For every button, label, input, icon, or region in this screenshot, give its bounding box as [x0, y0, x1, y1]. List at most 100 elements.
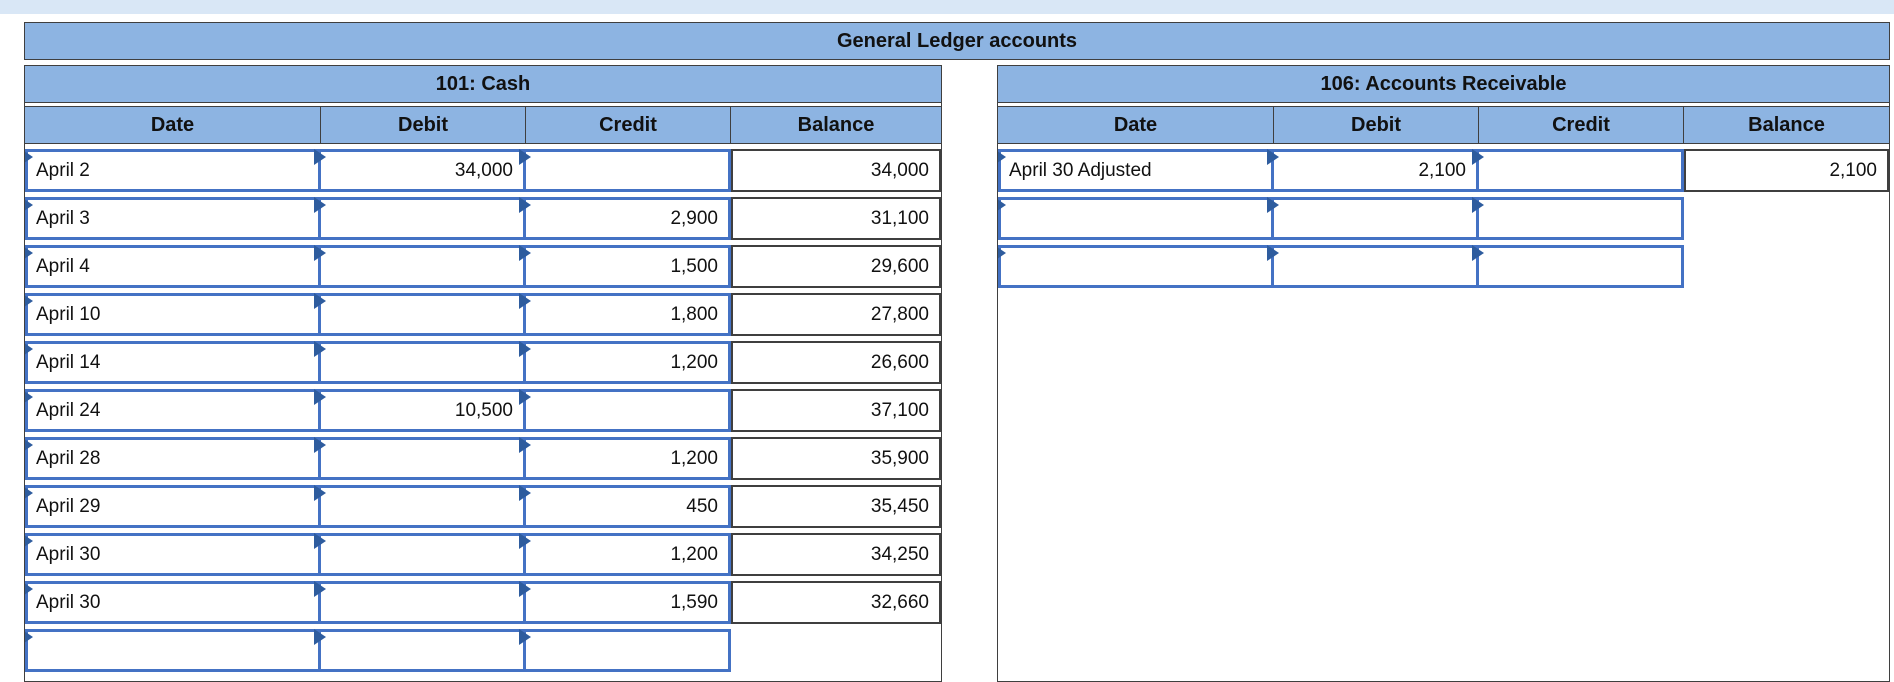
date-value: April 29 — [36, 495, 101, 517]
credit-input-cell[interactable] — [519, 389, 731, 432]
date-value: April 30 Adjusted — [1009, 159, 1152, 181]
debit-input-cell[interactable]: 34,000 — [314, 149, 526, 192]
credit-value: 1,590 — [670, 591, 718, 613]
ledger-row: April 3 2,900 31,100 — [25, 197, 941, 240]
credit-input-cell[interactable]: 1,800 — [519, 293, 731, 336]
debit-input-cell[interactable] — [1267, 197, 1479, 240]
cash-column-headers: Date Debit Credit Balance — [25, 106, 941, 144]
date-value: April 14 — [36, 351, 101, 373]
date-value: April 30 — [36, 591, 101, 613]
balance-cell — [1684, 245, 1889, 288]
date-input-cell[interactable]: April 3 — [25, 197, 321, 240]
ledger-row: April 28 1,200 35,900 — [25, 437, 941, 480]
column-header-credit: Credit — [1479, 107, 1684, 143]
date-input-cell[interactable]: April 14 — [25, 341, 321, 384]
cash-table-title: 101: Cash — [25, 66, 941, 103]
date-value: April 30 — [36, 543, 101, 565]
date-input-cell[interactable]: April 30 — [25, 581, 321, 624]
credit-input-cell[interactable] — [519, 629, 731, 672]
date-input-cell[interactable] — [998, 245, 1274, 288]
balance-cell: 32,660 — [731, 581, 941, 624]
credit-input-cell[interactable]: 1,200 — [519, 533, 731, 576]
credit-input-cell[interactable]: 1,590 — [519, 581, 731, 624]
date-input-cell[interactable]: April 2 — [25, 149, 321, 192]
credit-input-cell[interactable]: 1,200 — [519, 341, 731, 384]
accounts-receivable-ledger-panel: 106: Accounts Receivable Date Debit Cred… — [997, 65, 1890, 682]
debit-input-cell[interactable]: 2,100 — [1267, 149, 1479, 192]
ledger-row: April 10 1,800 27,800 — [25, 293, 941, 336]
balance-cell: 26,600 — [731, 341, 941, 384]
debit-input-cell[interactable]: 10,500 — [314, 389, 526, 432]
credit-value: 1,500 — [670, 255, 718, 277]
credit-input-cell[interactable]: 1,200 — [519, 437, 731, 480]
date-input-cell[interactable]: April 30 Adjusted — [998, 149, 1274, 192]
input-marker-icon — [25, 389, 33, 405]
input-marker-icon — [25, 581, 33, 597]
credit-input-cell[interactable]: 2,900 — [519, 197, 731, 240]
balance-cell: 31,100 — [731, 197, 941, 240]
debit-input-cell[interactable] — [314, 581, 526, 624]
date-input-cell[interactable] — [25, 629, 321, 672]
cash-rows: April 2 34,000 34,000 April 3 2,900 31,1… — [25, 149, 941, 677]
debit-input-cell[interactable] — [1267, 245, 1479, 288]
credit-value: 1,200 — [670, 447, 718, 469]
column-header-debit: Debit — [1274, 107, 1479, 143]
accounts-receivable-column-headers: Date Debit Credit Balance — [998, 106, 1889, 144]
date-input-cell[interactable]: April 29 — [25, 485, 321, 528]
debit-input-cell[interactable] — [314, 197, 526, 240]
date-input-cell[interactable]: April 28 — [25, 437, 321, 480]
debit-input-cell[interactable] — [314, 341, 526, 384]
ledger-row: April 14 1,200 26,600 — [25, 341, 941, 384]
balance-cell: 2,100 — [1684, 149, 1889, 192]
accounts-receivable-panel-empty-area — [998, 293, 1889, 681]
input-marker-icon — [25, 245, 33, 261]
credit-value: 1,200 — [670, 543, 718, 565]
balance-cell: 27,800 — [731, 293, 941, 336]
ledger-row: April 29 450 35,450 — [25, 485, 941, 528]
input-marker-icon — [25, 197, 33, 213]
ledger-row: April 4 1,500 29,600 — [25, 245, 941, 288]
credit-input-cell[interactable]: 1,500 — [519, 245, 731, 288]
credit-value: 2,900 — [670, 207, 718, 229]
input-marker-icon — [25, 533, 33, 549]
column-header-balance: Balance — [1748, 113, 1825, 136]
balance-cell: 35,900 — [731, 437, 941, 480]
credit-input-cell[interactable] — [519, 149, 731, 192]
date-input-cell[interactable] — [998, 197, 1274, 240]
debit-input-cell[interactable] — [314, 245, 526, 288]
ledger-panels: 101: Cash Date Debit Credit Balance Apri… — [24, 65, 1890, 682]
credit-value: 450 — [686, 495, 718, 517]
balance-cell: 34,250 — [731, 533, 941, 576]
input-marker-icon — [25, 149, 33, 165]
debit-input-cell[interactable] — [314, 533, 526, 576]
ledger-row: April 30 1,200 34,250 — [25, 533, 941, 576]
date-input-cell[interactable]: April 24 — [25, 389, 321, 432]
date-value: April 2 — [36, 159, 90, 181]
accounts-receivable-rows: April 30 Adjusted 2,100 2,100 — [998, 149, 1889, 293]
debit-input-cell[interactable] — [314, 437, 526, 480]
input-marker-icon — [25, 341, 33, 357]
ledger-row: April 30 Adjusted 2,100 2,100 — [998, 149, 1889, 192]
date-value: April 3 — [36, 207, 90, 229]
balance-cell: 34,000 — [731, 149, 941, 192]
ledger-row: April 30 1,590 32,660 — [25, 581, 941, 624]
input-marker-icon — [998, 245, 1006, 261]
date-input-cell[interactable]: April 10 — [25, 293, 321, 336]
top-strip — [0, 0, 1894, 14]
input-marker-icon — [25, 437, 33, 453]
date-value: April 24 — [36, 399, 101, 421]
credit-input-cell[interactable]: 450 — [519, 485, 731, 528]
date-input-cell[interactable]: April 30 — [25, 533, 321, 576]
date-input-cell[interactable]: April 4 — [25, 245, 321, 288]
column-header-date: Date — [25, 107, 321, 143]
debit-input-cell[interactable] — [314, 629, 526, 672]
input-marker-icon — [25, 485, 33, 501]
debit-input-cell[interactable] — [314, 485, 526, 528]
input-marker-icon — [998, 149, 1006, 165]
input-marker-icon — [25, 629, 33, 645]
credit-input-cell[interactable] — [1472, 197, 1684, 240]
credit-input-cell[interactable] — [1472, 245, 1684, 288]
cash-ledger-panel: 101: Cash Date Debit Credit Balance Apri… — [24, 65, 942, 682]
debit-input-cell[interactable] — [314, 293, 526, 336]
credit-input-cell[interactable] — [1472, 149, 1684, 192]
